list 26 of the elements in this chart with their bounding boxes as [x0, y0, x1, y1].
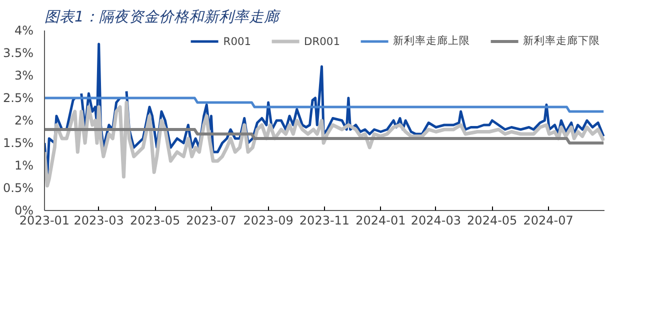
x-tick-label: 2024-05 — [467, 214, 518, 228]
x-tick-label: 2024-01 — [356, 214, 406, 228]
legend-label: DR001 — [304, 34, 340, 48]
y-tick-label: 1% — [14, 158, 34, 172]
y-tick-label: 2.5% — [3, 91, 34, 105]
line-series — [44, 100, 604, 188]
x-tick-label: 2023-11 — [299, 214, 350, 228]
y-tick-label: 2% — [14, 114, 34, 128]
y-tick-label: 3.5% — [3, 46, 34, 60]
line-series — [44, 96, 604, 113]
x-tick-label: 2024-03 — [410, 214, 462, 228]
y-tick-label: 0.5% — [3, 181, 34, 195]
x-tick-label: 2023-03 — [74, 214, 124, 228]
x-tick-label: 2023-05 — [130, 214, 180, 228]
chart-title: 图表1：隔夜资金价格和新利率走廊 — [44, 8, 281, 26]
y-tick-label: 1.5% — [3, 136, 34, 150]
legend-label: R001 — [223, 34, 252, 48]
x-tick-label: 2023-01 — [19, 214, 70, 228]
legend-label: 新利率走廊下限 — [523, 34, 600, 48]
y-tick-label: 4% — [14, 24, 34, 38]
x-tick-label: 2023-07 — [186, 214, 236, 228]
x-tick-label: 2024-07 — [523, 214, 574, 228]
line-series — [44, 128, 604, 144]
x-tick-label: 2023-09 — [243, 214, 294, 228]
y-tick-label: 3% — [14, 68, 34, 82]
legend-label: 新利率走廊上限 — [393, 34, 470, 48]
